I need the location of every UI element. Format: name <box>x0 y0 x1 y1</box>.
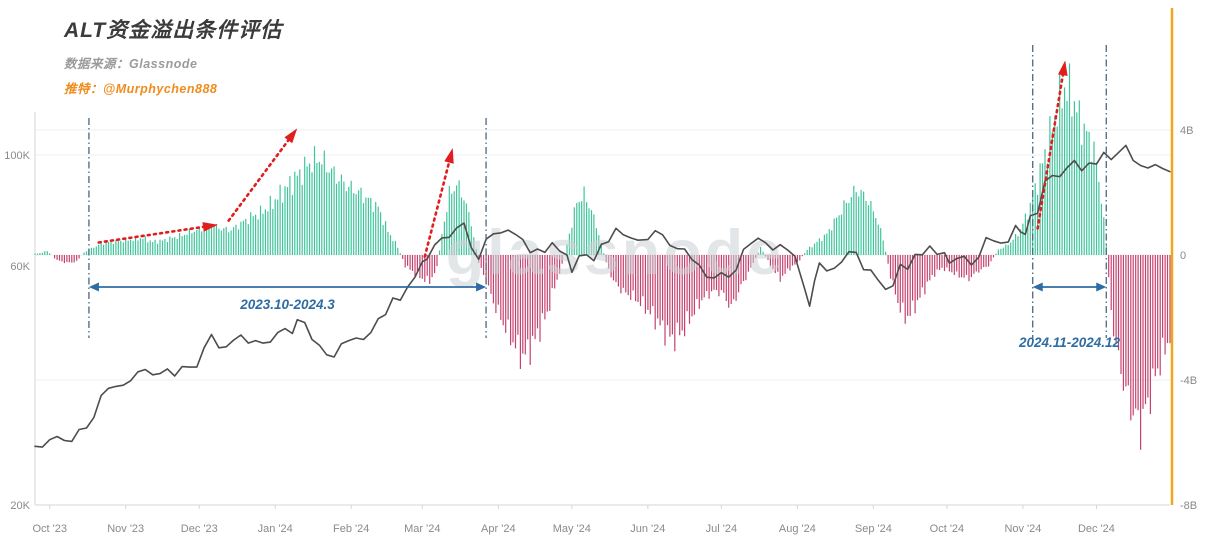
svg-text:Aug '24: Aug '24 <box>779 523 816 535</box>
svg-text:2023.10-2024.3: 2023.10-2024.3 <box>239 297 335 312</box>
svg-text:May '24: May '24 <box>553 523 591 535</box>
trend-arrows <box>97 60 1068 258</box>
svg-text:Nov '24: Nov '24 <box>1004 523 1041 535</box>
svg-text:Oct '24: Oct '24 <box>930 523 965 535</box>
svg-text:-4B: -4B <box>1180 375 1197 387</box>
page-title: ALT资金溢出条件评估 <box>64 19 283 42</box>
period-annotations: 2023.10-2024.3 2024.11-2024.12 <box>88 45 1121 350</box>
data-source: 数据来源：Glassnode <box>64 53 282 72</box>
svg-text:glassnode: glassnode <box>446 218 785 288</box>
svg-text:Nov '23: Nov '23 <box>107 523 144 535</box>
x-axis-labels: Oct '23 Nov '23 Dec '23 Jan '24 Feb '24 Mar '… <box>32 505 1115 535</box>
svg-text:Feb '24: Feb '24 <box>333 523 369 535</box>
data-source-value: Glassnode <box>129 57 198 71</box>
svg-text:Oct '23: Oct '23 <box>32 523 67 535</box>
data-source-label: 数据来源： <box>64 57 130 71</box>
svg-text:60K: 60K <box>10 261 30 273</box>
svg-text:-8B: -8B <box>1180 500 1197 512</box>
axis-lines <box>34 112 1170 506</box>
twitter-label: 推特： <box>64 82 104 96</box>
svg-text:20K: 20K <box>10 500 30 512</box>
svg-text:Dec '23: Dec '23 <box>181 523 218 535</box>
svg-text:Apr '24: Apr '24 <box>481 523 516 535</box>
svg-text:Jul '24: Jul '24 <box>706 523 737 535</box>
svg-text:0: 0 <box>1180 250 1186 262</box>
svg-text:Jun '24: Jun '24 <box>630 523 665 535</box>
btc-price-line <box>34 144 1171 448</box>
svg-text:4B: 4B <box>1180 125 1193 137</box>
left-axis-labels: 100K 60K 20K <box>4 150 30 512</box>
svg-text:Sep '24: Sep '24 <box>855 523 892 535</box>
svg-text:100K: 100K <box>4 150 30 162</box>
svg-text:Jan '24: Jan '24 <box>258 523 293 535</box>
chart-header: ALT资金溢出条件评估 数据来源：Glassnode 推特：@Murphyche… <box>64 14 282 97</box>
svg-text:Mar '24: Mar '24 <box>404 523 440 535</box>
twitter-value: @Murphychen888 <box>103 82 218 96</box>
flow-bars <box>34 63 1171 450</box>
glassnode-watermark: glassnode <box>446 218 785 288</box>
svg-text:Dec '24: Dec '24 <box>1078 523 1115 535</box>
twitter-handle: 推特：@Murphychen888 <box>64 78 282 97</box>
right-axis-labels: 4B 0 -4B -8B <box>1180 125 1197 512</box>
svg-text:2024.11-2024.12: 2024.11-2024.12 <box>1018 335 1121 350</box>
